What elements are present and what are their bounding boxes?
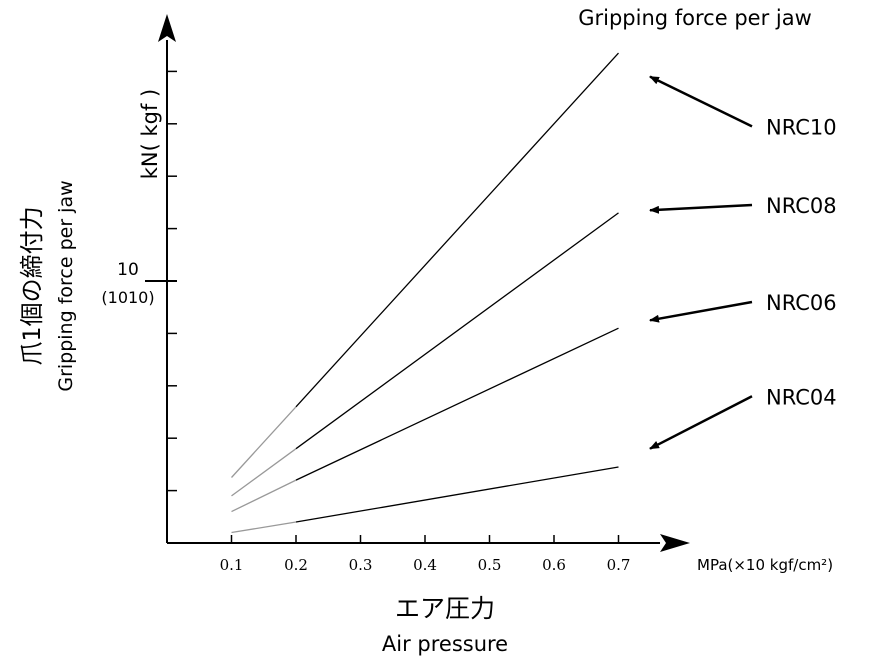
chart-title: Gripping force per jaw [578, 6, 812, 30]
series-lines [231, 52, 619, 534]
series-line-low-nrc08 [231, 448, 297, 497]
y-axis-arrowhead [158, 14, 176, 42]
x-tick-label: 0.6 [542, 556, 566, 574]
x-ticks: 0.1 0.2 0.3 0.4 0.5 0.6 0.7 [220, 535, 631, 574]
x-tick-label: 0.1 [220, 556, 244, 574]
x-tick-label: 0.3 [349, 556, 373, 574]
x-tick-label: 0.4 [413, 556, 437, 574]
series-label-nrc06: NRC06 [766, 291, 837, 315]
y-axis-label-en: Gripping force per jaw [55, 180, 77, 391]
series-line-low-nrc06 [231, 479, 297, 513]
x-tick-label: 0.5 [478, 556, 502, 574]
y-tick-sublabel-10: (1010) [101, 288, 154, 307]
x-tick-label: 0.7 [607, 556, 631, 574]
y-axis-label-jp: 爪1個の締付力 [18, 206, 46, 365]
series-arrow-nrc08 [649, 203, 753, 214]
series-label-nrc10: NRC10 [766, 115, 837, 139]
x-axis-unit: MPa(×10 kgf/cm²) [697, 556, 833, 574]
series-arrow-nrc04 [649, 395, 753, 450]
series-arrow-nrc06 [649, 300, 753, 323]
series-line-nrc04 [295, 466, 619, 523]
series-line-nrc10 [295, 52, 619, 408]
series-label-nrc08: NRC08 [766, 194, 837, 218]
series-arrow-nrc10 [649, 75, 753, 128]
x-axis-arrowhead [660, 534, 690, 552]
series-line-low-nrc10 [231, 406, 297, 478]
y-tick-label-10: 10 [117, 260, 139, 280]
x-axis-label-jp: エア圧力 [395, 594, 495, 623]
y-ticks [145, 70, 177, 492]
series-label-nrc04: NRC04 [766, 385, 837, 409]
series-line-low-nrc04 [231, 521, 297, 534]
series-line-nrc06 [295, 327, 619, 481]
x-axis-label-en: Air pressure [382, 632, 508, 656]
y-axis-unit: kN( kgf ) [138, 89, 162, 180]
x-tick-label: 0.2 [284, 556, 308, 574]
series-labels: NRC10 NRC08 NRC06 NRC04 [649, 75, 837, 450]
series-line-nrc08 [295, 212, 619, 450]
